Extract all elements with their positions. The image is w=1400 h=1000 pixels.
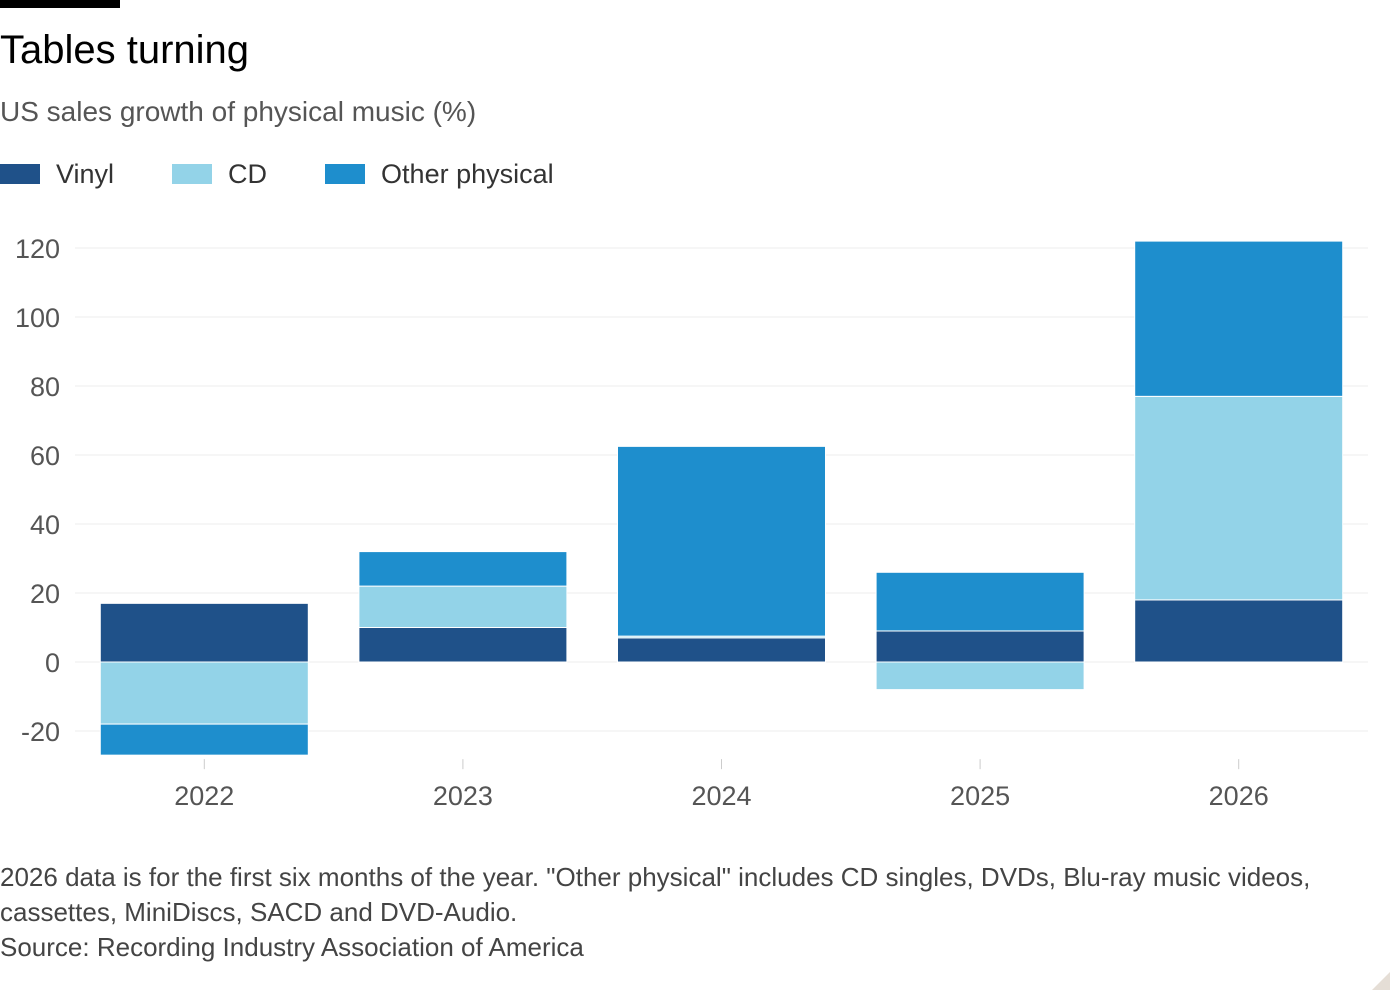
y-tick-label: 80 <box>30 372 60 402</box>
bar-2026-other-physical <box>1134 240 1344 397</box>
x-tick-label-2023: 2023 <box>433 781 493 811</box>
top-accent-bar <box>0 0 120 8</box>
legend-swatch-vinyl <box>0 164 40 184</box>
legend-label-other-physical: Other physical <box>381 159 554 189</box>
source-note: Source: Recording Industry Association o… <box>0 932 584 962</box>
y-tick-label: 120 <box>15 234 60 264</box>
bar-2026-vinyl <box>1134 599 1344 663</box>
bar-2025-other-physical <box>875 571 1085 632</box>
y-tick-label: 60 <box>30 441 60 471</box>
chart-subtitle: US sales growth of physical music (%) <box>0 96 477 127</box>
bar-2024-vinyl <box>617 637 826 663</box>
corner-mark-icon <box>1372 972 1390 990</box>
bar-2022-cd <box>99 661 309 725</box>
bar-2025-cd <box>875 661 1085 691</box>
legend-item-other-physical: Other physical <box>325 157 554 191</box>
legend-swatch-other-physical <box>325 164 366 184</box>
y-tick-label: 40 <box>30 510 60 540</box>
bar-2025-vinyl <box>875 630 1085 663</box>
bar-2022-other-physical <box>99 723 309 756</box>
bar-2023-other-physical <box>358 551 568 587</box>
axes: -20 0 20 40 60 80 100 120 2022 2023 2024 2025 2026 <box>15 234 1269 811</box>
bars <box>99 240 1344 756</box>
y-tick-label: 20 <box>30 579 60 609</box>
footnote: 2026 data is for the first six months of… <box>0 862 1311 927</box>
y-tick-label: 100 <box>15 303 60 333</box>
bar-2022-vinyl <box>99 602 309 663</box>
legend-label-vinyl: Vinyl <box>56 159 115 189</box>
bar-2023-vinyl <box>358 627 568 663</box>
legend-item-vinyl: Vinyl <box>0 157 114 191</box>
x-tick-label-2024: 2024 <box>691 781 751 811</box>
x-tick-label-2022: 2022 <box>174 781 234 811</box>
y-tick-label: -20 <box>21 717 60 747</box>
chart-title: Tables turning <box>0 28 250 72</box>
bar-2024-other-physical <box>617 445 826 637</box>
bar-2026-cd <box>1134 395 1344 601</box>
legend-label-cd: CD <box>228 159 268 189</box>
bar-2023-cd <box>358 585 568 629</box>
legend-item-cd: CD <box>172 157 267 191</box>
legend: Vinyl CD Other physical <box>0 156 612 192</box>
y-tick-label: 0 <box>45 648 60 678</box>
x-tick-label-2025: 2025 <box>950 781 1010 811</box>
legend-swatch-cd <box>172 164 213 184</box>
stacked-bar-chart: -20 0 20 40 60 80 100 120 2022 2023 2024 2025 2026 <box>15 234 1368 811</box>
x-tick-label-2026: 2026 <box>1209 781 1269 811</box>
